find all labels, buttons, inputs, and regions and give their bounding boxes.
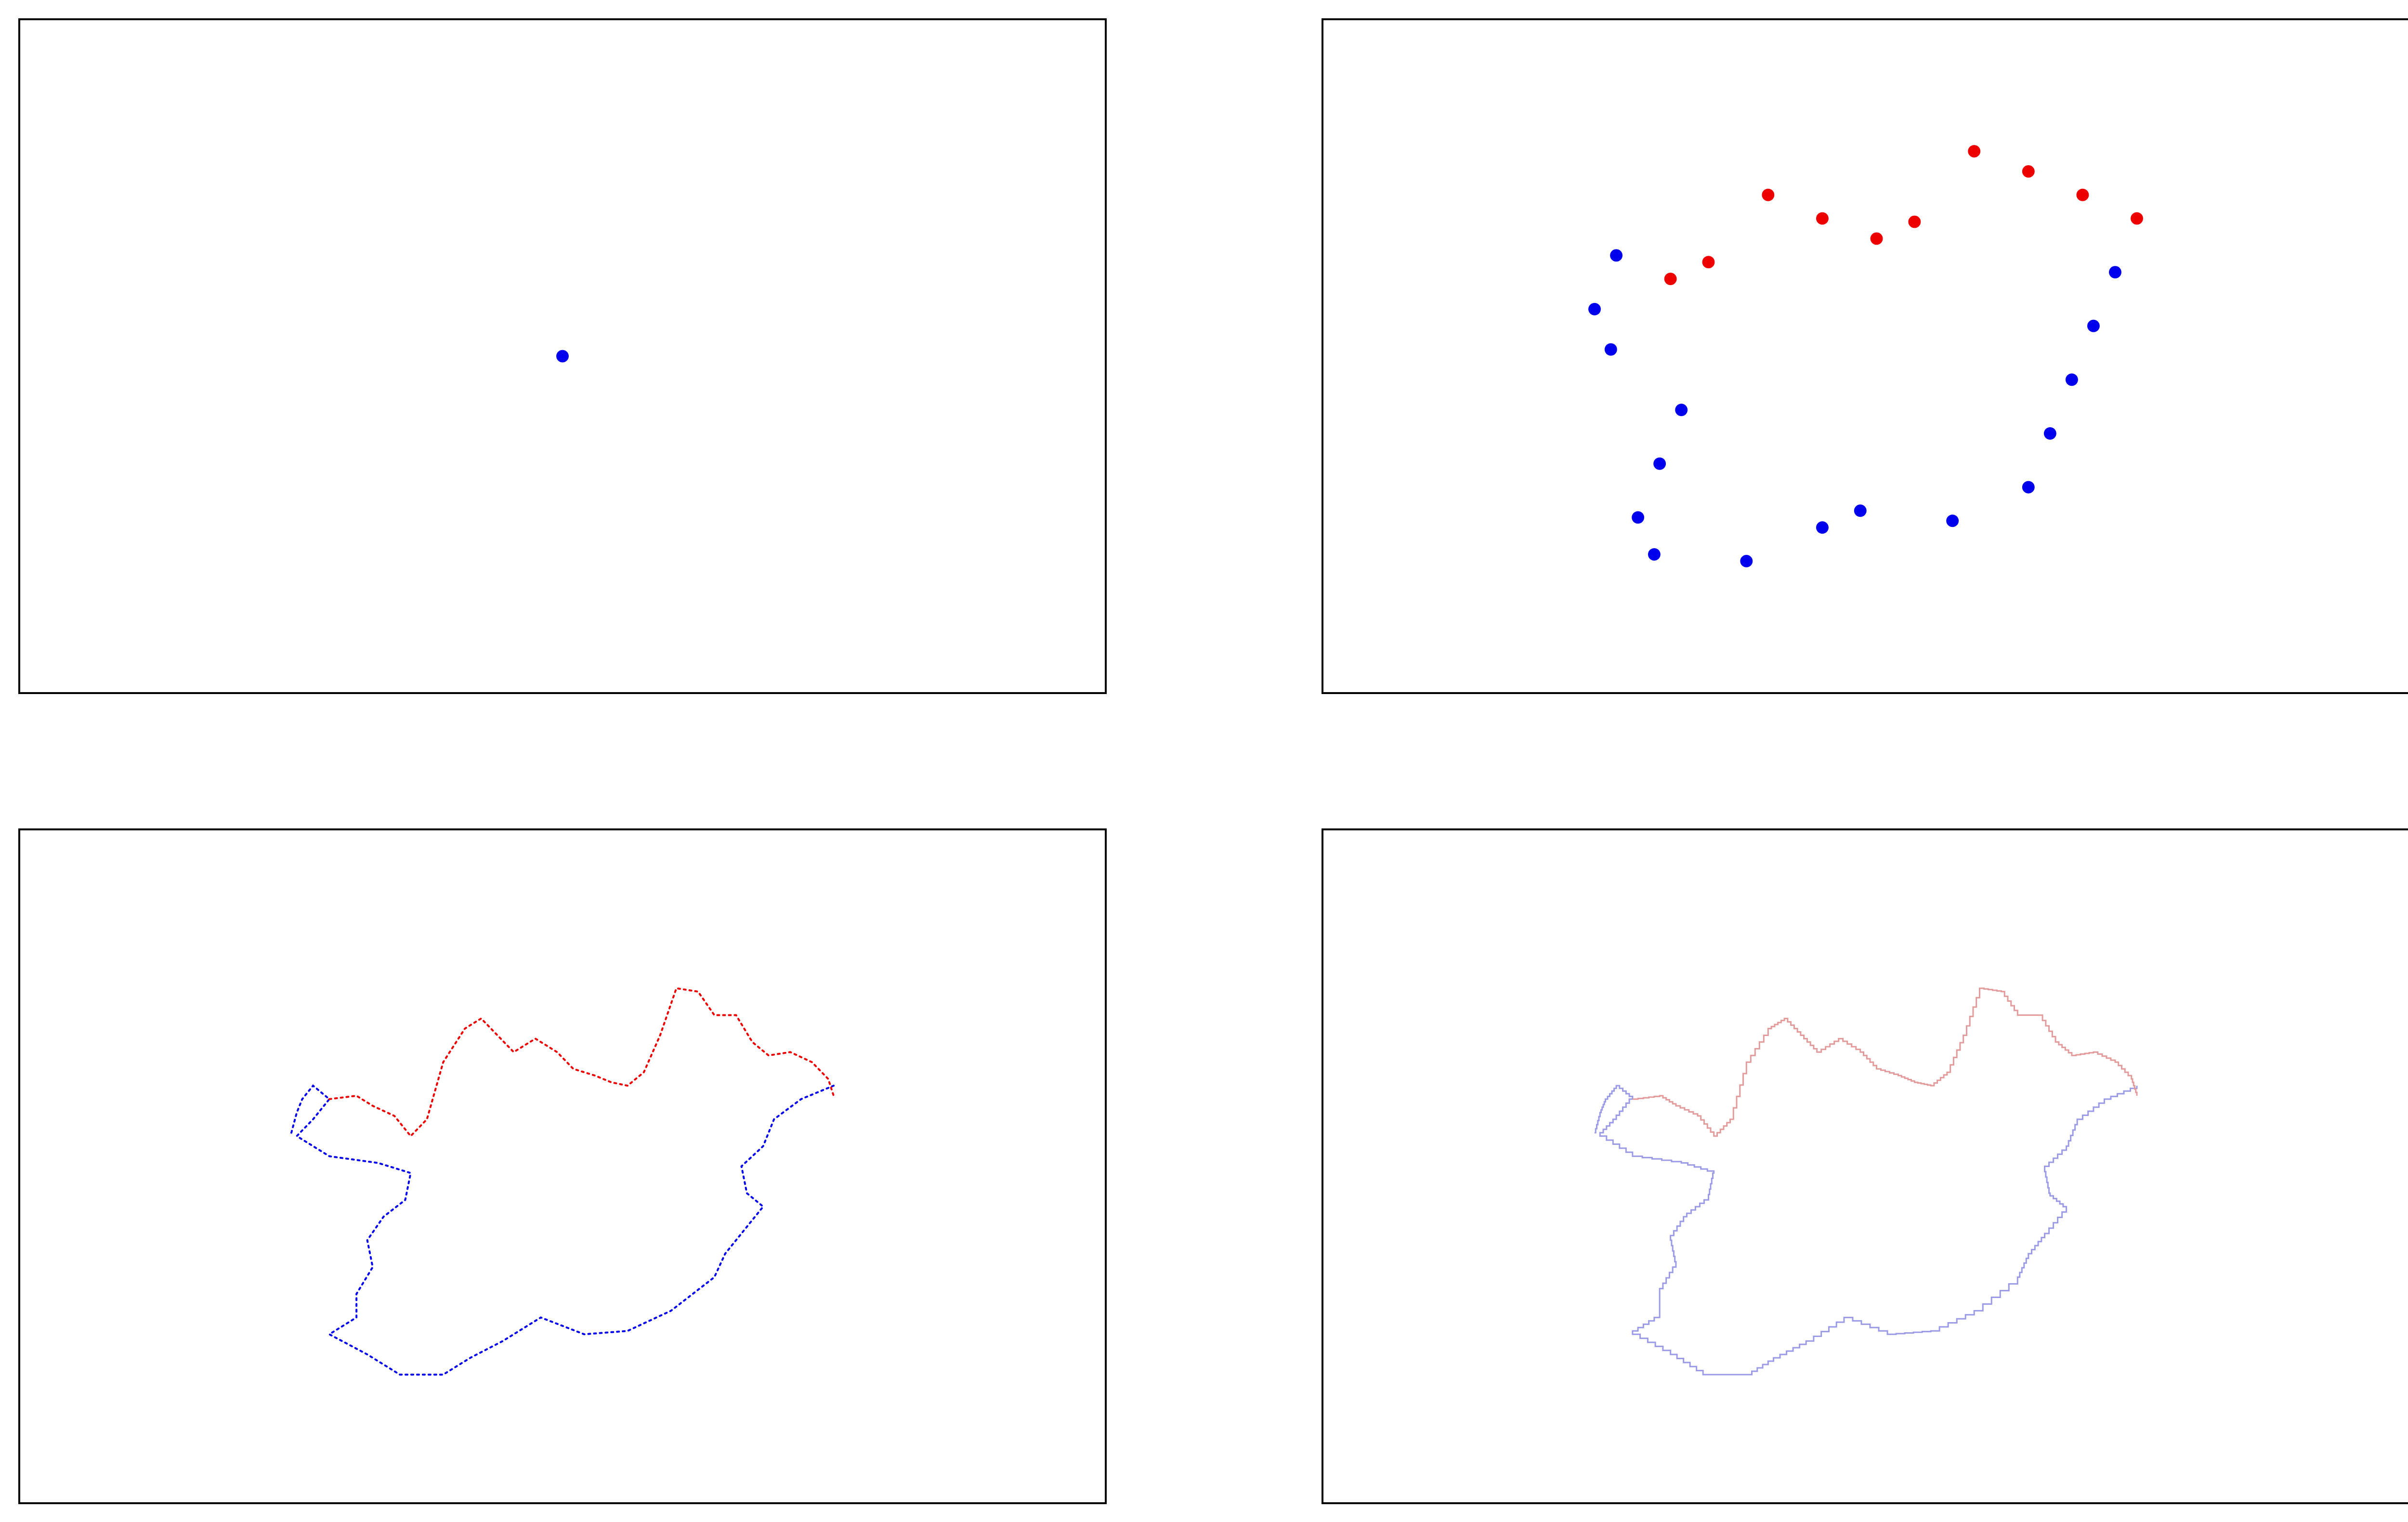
point-blue-3 [1675, 404, 1688, 417]
point-blue-9 [1854, 504, 1867, 517]
point-blue-0 [556, 350, 569, 363]
point-blue-5 [1632, 511, 1645, 524]
point-blue-1 [1588, 302, 1601, 315]
point-red-6 [1968, 145, 1981, 157]
series-line-red [328, 987, 835, 1138]
point-blue-4 [1653, 457, 1666, 470]
series-line-blue [290, 1084, 835, 1376]
panel-dotted-outline [18, 828, 1107, 1504]
point-red-8 [2076, 188, 2089, 201]
point-red-1 [1702, 256, 1715, 269]
panel-single-point [18, 18, 1107, 694]
point-blue-2 [1604, 343, 1617, 356]
plot-area [290, 987, 835, 1376]
point-blue-11 [2022, 481, 2035, 494]
point-blue-10 [1946, 514, 1959, 527]
point-red-2 [1762, 188, 1775, 201]
panel-scatter-points [1322, 18, 2408, 694]
point-blue-15 [2109, 266, 2121, 279]
series-line-blue_light [1595, 1085, 2138, 1376]
point-blue-7 [1740, 555, 1753, 567]
plot-area [1588, 145, 2143, 567]
point-red-5 [1908, 215, 1921, 228]
series-line-red_light [1632, 987, 2138, 1137]
plot-area [556, 350, 569, 363]
point-red-0 [1664, 273, 1677, 286]
point-red-3 [1816, 212, 1829, 225]
point-red-4 [1870, 232, 1883, 245]
point-blue-13 [2065, 373, 2078, 386]
plot-area [1595, 987, 2138, 1376]
point-red-9 [2131, 212, 2143, 225]
point-blue-14 [2087, 319, 2100, 332]
point-red-7 [2022, 165, 2035, 178]
point-blue-6 [1648, 548, 1661, 561]
panel-step-outline [1322, 828, 2408, 1504]
point-blue-8 [1816, 521, 1829, 534]
point-blue-0 [1610, 249, 1623, 262]
point-blue-12 [2043, 427, 2056, 440]
